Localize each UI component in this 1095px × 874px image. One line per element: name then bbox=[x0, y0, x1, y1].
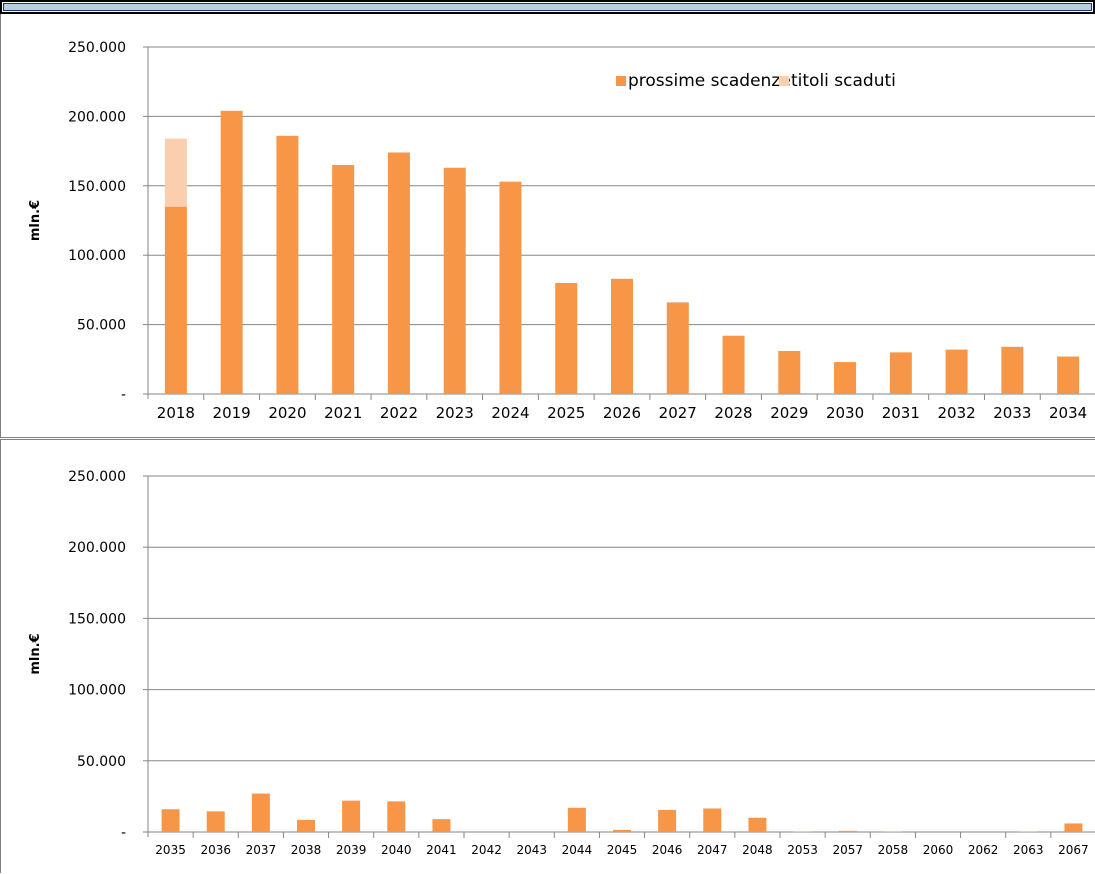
legend-swatch bbox=[616, 76, 626, 86]
bar-prossime-scadenze bbox=[297, 819, 315, 832]
x-tick-label: 2018 bbox=[157, 404, 195, 422]
bar-prossime-scadenze bbox=[1001, 346, 1024, 394]
x-tick-label: 2028 bbox=[714, 404, 752, 422]
bar-prossime-scadenze bbox=[164, 206, 187, 394]
x-tick-label: 2038 bbox=[291, 843, 322, 857]
x-tick-label: 2046 bbox=[652, 843, 683, 857]
bar-prossime-scadenze bbox=[432, 819, 451, 832]
bar-prossime-scadenze bbox=[555, 282, 578, 394]
y-tick-label: 50.000 bbox=[77, 318, 126, 334]
x-tick-label: 2067 bbox=[1058, 843, 1089, 857]
y-tick-label: - bbox=[121, 825, 126, 841]
bar-prossime-scadenze bbox=[889, 352, 912, 394]
x-tick-label: 2039 bbox=[336, 843, 367, 857]
x-tick-label: 2027 bbox=[659, 404, 697, 422]
x-tick-label: 2053 bbox=[787, 843, 818, 857]
x-tick-label: 2045 bbox=[607, 843, 638, 857]
bar-prossime-scadenze bbox=[1019, 831, 1038, 833]
y-tick-label: - bbox=[121, 387, 126, 403]
legend-swatch bbox=[779, 76, 789, 86]
x-tick-label: 2026 bbox=[603, 404, 641, 422]
legend-entry: titoli scaduti bbox=[791, 71, 896, 91]
header-bar bbox=[0, 0, 1095, 14]
y-tick-label: 100.000 bbox=[68, 248, 126, 264]
x-tick-label: 2036 bbox=[200, 843, 231, 857]
bar-prossime-scadenze bbox=[342, 800, 361, 832]
x-tick-label: 2033 bbox=[993, 404, 1031, 422]
y-tick-label: 250.000 bbox=[68, 469, 126, 485]
x-tick-label: 2020 bbox=[268, 404, 306, 422]
chart-panel-bottom: - 50.000 100.000 150.000 200.000 250.000 mln.€… bbox=[0, 439, 1095, 873]
y-tick-label: 200.000 bbox=[68, 109, 126, 125]
x-tick-label: 2029 bbox=[770, 404, 808, 422]
y-axis-label: mln.€ bbox=[28, 200, 43, 241]
bar-prossime-scadenze bbox=[748, 817, 767, 832]
bar-prossime-scadenze bbox=[387, 152, 410, 394]
bar-prossime-scadenze bbox=[443, 167, 466, 394]
bar-prossime-scadenze bbox=[567, 807, 586, 832]
bar-prossime-scadenze bbox=[206, 811, 225, 832]
bar-prossime-scadenze bbox=[387, 801, 406, 832]
bar-prossime-scadenze bbox=[276, 135, 299, 394]
chart-top: - 50.000 100.000 150.000 200.000 250.000 mln.€… bbox=[28, 40, 1095, 422]
chart-bottom: - 50.000 100.000 150.000 200.000 250.000 mln.€… bbox=[28, 469, 1095, 857]
x-tick-label: 2037 bbox=[246, 843, 277, 857]
bar-prossime-scadenze bbox=[332, 164, 355, 394]
x-tick-label: 2019 bbox=[213, 404, 251, 422]
chart-panel-top: - 50.000 100.000 150.000 200.000 250.000 mln.€… bbox=[0, 14, 1095, 438]
bar-prossime-scadenze bbox=[778, 350, 801, 394]
bar-prossime-scadenze bbox=[722, 335, 745, 394]
x-tick-label: 2041 bbox=[426, 843, 457, 857]
x-tick-label: 2044 bbox=[562, 843, 593, 857]
bar-prossime-scadenze bbox=[613, 829, 631, 832]
x-tick-label: 2060 bbox=[923, 843, 954, 857]
y-tick-label: 100.000 bbox=[68, 683, 126, 699]
y-tick-label: 250.000 bbox=[68, 40, 126, 56]
x-tick-label: 2043 bbox=[516, 843, 547, 857]
bar-prossime-scadenze bbox=[1057, 356, 1080, 394]
x-tick-label: 2021 bbox=[324, 404, 362, 422]
bar-prossime-scadenze bbox=[251, 793, 270, 832]
x-tick-label: 2034 bbox=[1049, 404, 1087, 422]
x-tick-label: 2063 bbox=[1013, 843, 1044, 857]
bar-prossime-scadenze bbox=[838, 830, 857, 832]
bar-titoli-scaduti bbox=[164, 138, 187, 207]
x-tick-label: 2048 bbox=[742, 843, 773, 857]
y-tick-label: 200.000 bbox=[68, 540, 126, 556]
x-tick-label: 2058 bbox=[878, 843, 909, 857]
legend-entry: prossime scadenze bbox=[628, 71, 791, 91]
x-tick-label: 2035 bbox=[155, 843, 186, 857]
y-tick-label: 150.000 bbox=[68, 179, 126, 195]
x-tick-label: 2057 bbox=[832, 843, 863, 857]
x-tick-label: 2025 bbox=[547, 404, 585, 422]
x-tick-label: 2062 bbox=[968, 843, 999, 857]
x-tick-label: 2040 bbox=[381, 843, 412, 857]
bar-prossime-scadenze bbox=[666, 302, 689, 394]
x-tick-label: 2022 bbox=[380, 404, 418, 422]
bar-prossime-scadenze bbox=[883, 831, 902, 833]
x-tick-label: 2024 bbox=[491, 404, 529, 422]
y-tick-label: 50.000 bbox=[77, 754, 126, 770]
bar-prossime-scadenze bbox=[793, 831, 812, 833]
bar-prossime-scadenze bbox=[499, 181, 522, 394]
x-tick-label: 2023 bbox=[436, 404, 474, 422]
y-axis-label: mln.€ bbox=[28, 633, 43, 674]
bar-prossime-scadenze bbox=[220, 110, 243, 395]
x-tick-label: 2031 bbox=[882, 404, 920, 422]
bar-prossime-scadenze bbox=[945, 349, 968, 394]
bar-prossime-scadenze bbox=[658, 809, 677, 832]
bar-prossime-scadenze bbox=[834, 362, 857, 394]
bar-prossime-scadenze bbox=[161, 809, 180, 832]
x-tick-label: 2042 bbox=[471, 843, 502, 857]
bar-prossime-scadenze bbox=[1064, 823, 1083, 832]
bar-prossime-scadenze bbox=[611, 278, 633, 394]
x-tick-label: 2047 bbox=[697, 843, 728, 857]
y-tick-label: 150.000 bbox=[68, 611, 126, 627]
bar-prossime-scadenze bbox=[703, 808, 722, 832]
x-tick-label: 2032 bbox=[937, 404, 975, 422]
x-tick-label: 2030 bbox=[826, 404, 864, 422]
